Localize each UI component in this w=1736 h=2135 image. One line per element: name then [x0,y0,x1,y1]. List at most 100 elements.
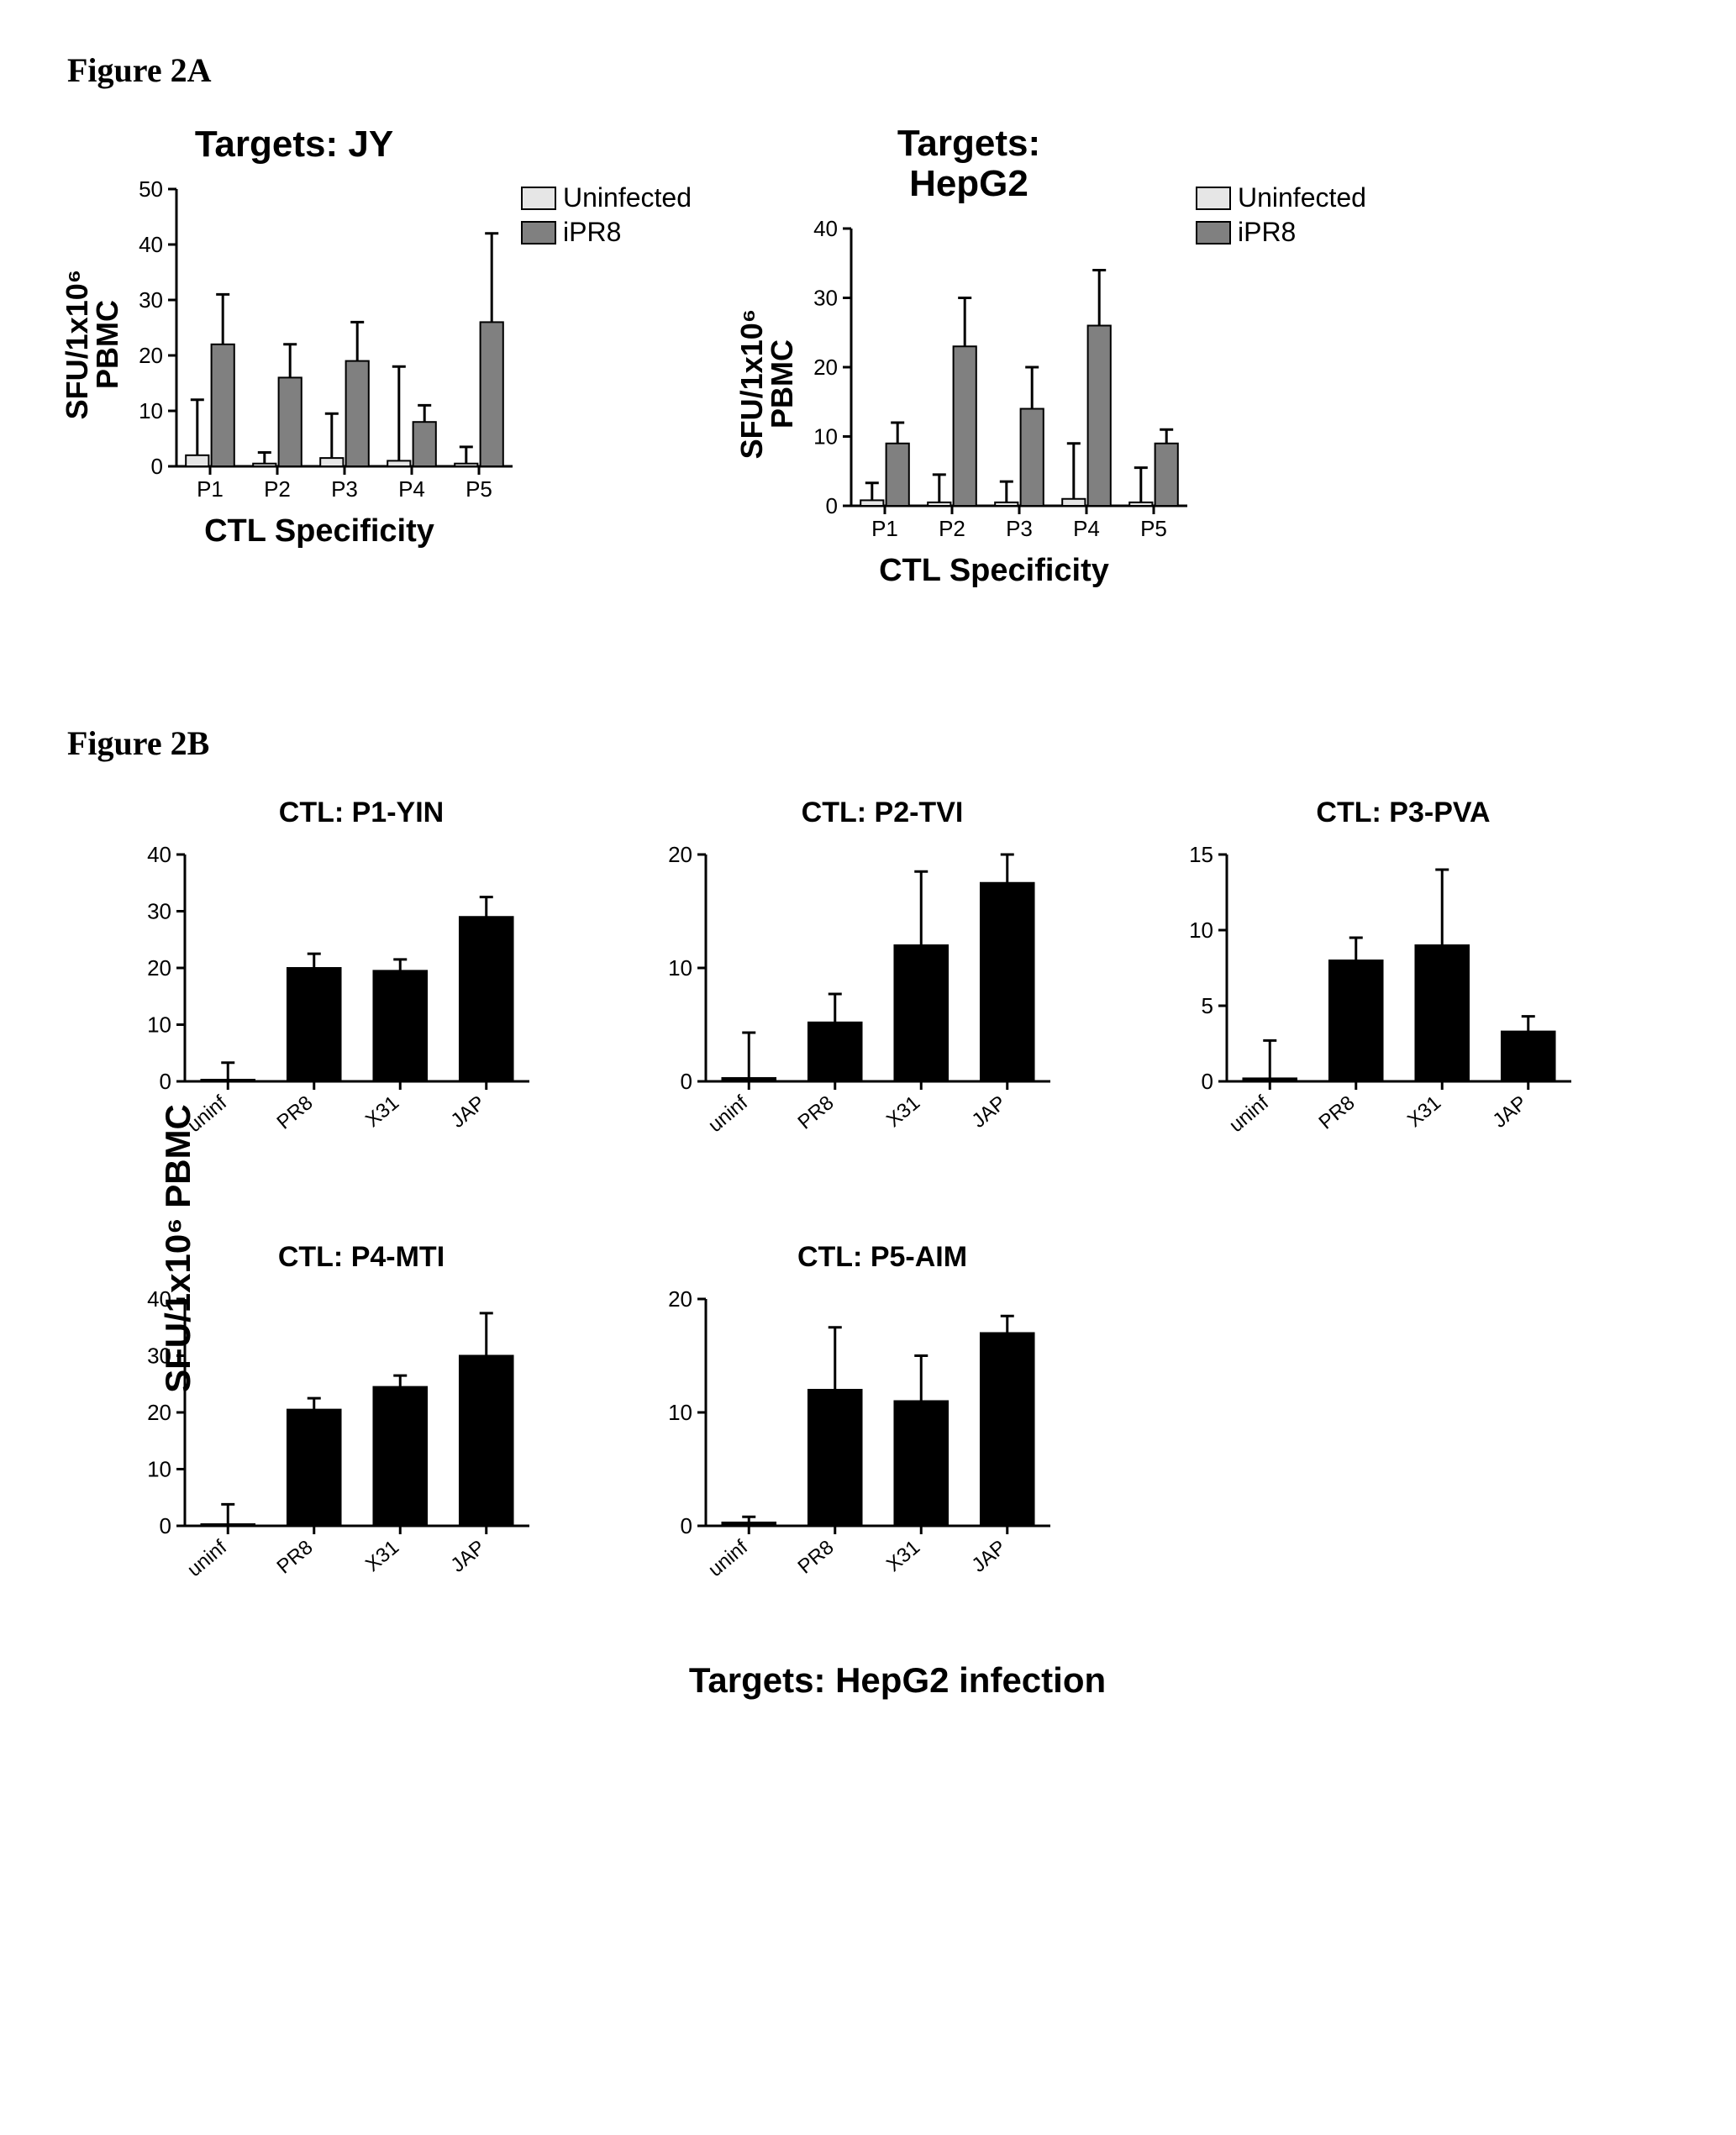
svg-text:P2: P2 [264,476,291,502]
svg-text:X31: X31 [882,1536,924,1576]
svg-text:uninf: uninf [183,1535,231,1580]
legend2-swatch-uninf [1196,187,1231,210]
fig2b-title-0: CTL: P1-YIN [126,797,597,829]
svg-text:PR8: PR8 [272,1091,317,1134]
svg-text:uninf: uninf [704,1091,752,1136]
svg-text:15: 15 [1189,842,1213,867]
fig2a-hepg2-left: Targets: HepG2 SFU/1x10⁶ PBMC 010203040P… [742,124,1196,589]
svg-text:30: 30 [139,287,163,313]
svg-text:10: 10 [1189,918,1213,943]
figure-2b-label: Figure 2B [67,723,1669,763]
legend-label-uninf: Uninfected [563,182,692,213]
legend2-swatch-ipr8 [1196,221,1231,245]
svg-text:10: 10 [668,1400,692,1425]
svg-text:JAP: JAP [968,1536,1011,1577]
ylab2-l1: SFU/1x10⁶ [734,308,769,459]
legend2-label-ipr8: iPR8 [1238,217,1296,248]
fig2a-hepg2-ylab: SFU/1x10⁶ PBMC [737,308,797,459]
fig2b-bottom-label: Targets: HepG2 infection [126,1660,1669,1701]
svg-text:X31: X31 [361,1091,403,1132]
fig2a-panel-jy: Targets: JY SFU/1x10⁶ PBMC 0 10 20 30 40 50 P1… [67,124,692,589]
svg-text:P4: P4 [398,476,425,502]
svg-text:uninf: uninf [704,1535,752,1580]
svg-text:0: 0 [160,1069,171,1094]
fig2b-panel-2: CTL: P3-PVA 051015uninfPR8X31JAP [1168,797,1639,1165]
fig2a-jy-chart: 0 10 20 30 40 50 P1 P2 P3 P4 P5 [118,181,521,508]
svg-text:0: 0 [826,493,838,518]
fig2b-shared-ylabel: SFU/1x10⁶ PBMC [158,1104,198,1393]
legend2-label-uninf: Uninfected [1238,182,1366,213]
fig2b-panel-empty [1168,1241,1639,1610]
svg-text:X31: X31 [882,1091,924,1132]
fig2b-title-1: CTL: P2-TVI [647,797,1118,829]
svg-text:10: 10 [668,955,692,981]
page-root: Figure 2A Targets: JY SFU/1x10⁶ PBMC 0 10… [0,0,1736,1801]
svg-text:50: 50 [139,181,163,202]
fig2a-jy-title: Targets: JY [67,124,521,166]
svg-text:10: 10 [147,1012,171,1037]
figure-2b-container: SFU/1x10⁶ PBMC CTL: P1-YIN 0 10 20 30 40 unin… [67,797,1669,1701]
svg-text:0: 0 [151,454,163,479]
svg-text:20: 20 [813,355,838,380]
svg-text:P1: P1 [197,476,224,502]
legend-label-ipr8: iPR8 [563,217,621,248]
svg-text:0: 0 [681,1513,692,1538]
svg-text:5: 5 [1202,993,1213,1018]
svg-text:P1: P1 [871,516,898,541]
svg-text:20: 20 [668,1286,692,1312]
svg-text:X31: X31 [1403,1091,1445,1132]
fig2b-grid: CTL: P1-YIN 0 10 20 30 40 uninf PR8 X31 JAP CTL:… [126,797,1669,1610]
fig2b-panel-1: CTL: P2-TVI 01020uninfPR8X31JAP [647,797,1118,1165]
ylab-l2: PBMC [90,300,124,389]
svg-text:JAP: JAP [1489,1091,1532,1133]
legend-swatch-ipr8 [521,221,556,245]
hepg2-title-l1: Targets: [897,123,1040,164]
fig2a-hepg2-chart: 0 10 20 30 40 P1 P2 P3 P4 P5 [792,220,1196,548]
svg-text:X31: X31 [361,1536,403,1576]
svg-text:10: 10 [139,398,163,423]
svg-text:P2: P2 [939,516,965,541]
svg-text:0: 0 [1202,1069,1213,1094]
legend-row-ipr8: iPR8 [521,217,692,248]
fig2b-chart-4: 01020uninfPR8X31JAP [647,1282,1067,1610]
ylab2-l2: PBMC [765,339,799,429]
fig2a-jy-legend: Uninfected iPR8 [521,182,692,251]
svg-text:40: 40 [147,842,171,867]
svg-text:0: 0 [160,1513,171,1538]
svg-text:30: 30 [147,898,171,923]
svg-text:40: 40 [139,232,163,257]
fig2b-panel-4: CTL: P5-AIM 01020uninfPR8X31JAP [647,1241,1118,1610]
svg-text:20: 20 [147,1400,171,1425]
fig2b-title-4: CTL: P5-AIM [647,1241,1118,1274]
figure-2a-label: Figure 2A [67,50,1669,90]
svg-text:P4: P4 [1073,516,1100,541]
svg-text:P3: P3 [331,476,358,502]
svg-text:P3: P3 [1006,516,1033,541]
svg-text:JAP: JAP [447,1536,490,1577]
fig2b-chart-1: 01020uninfPR8X31JAP [647,838,1067,1165]
legend-row-uninf: Uninfected [521,182,692,213]
ylab-l1: SFU/1x10⁶ [60,270,94,420]
legend-swatch-uninf [521,187,556,210]
fig2a-jy-left: Targets: JY SFU/1x10⁶ PBMC 0 10 20 30 40 50 P1… [67,124,521,550]
svg-text:20: 20 [147,955,171,981]
svg-text:JAP: JAP [447,1091,490,1133]
svg-text:20: 20 [668,842,692,867]
figure-2a-container: Targets: JY SFU/1x10⁶ PBMC 0 10 20 30 40 50 P1… [67,124,1669,589]
svg-text:40: 40 [813,220,838,241]
fig2a-jy-ylab-wrap: SFU/1x10⁶ PBMC [67,202,118,487]
hepg2-title-l2: HepG2 [909,163,1028,204]
svg-text:30: 30 [813,285,838,310]
svg-text:P5: P5 [1140,516,1167,541]
fig2b-title-2: CTL: P3-PVA [1168,797,1639,829]
svg-text:10: 10 [813,423,838,449]
fig2a-hepg2-title: Targets: HepG2 [742,124,1196,205]
svg-text:JAP: JAP [968,1091,1011,1133]
fig2a-jy-xlab: CTL Specificity [118,513,521,550]
fig2a-panel-hepg2: Targets: HepG2 SFU/1x10⁶ PBMC 010203040P… [742,124,1366,589]
svg-text:20: 20 [139,343,163,368]
legend2-row-uninf: Uninfected [1196,182,1366,213]
fig2a-hepg2-xlab: CTL Specificity [792,553,1196,589]
svg-text:P5: P5 [466,476,492,502]
fig2a-hepg2-legend: Uninfected iPR8 [1196,182,1366,251]
